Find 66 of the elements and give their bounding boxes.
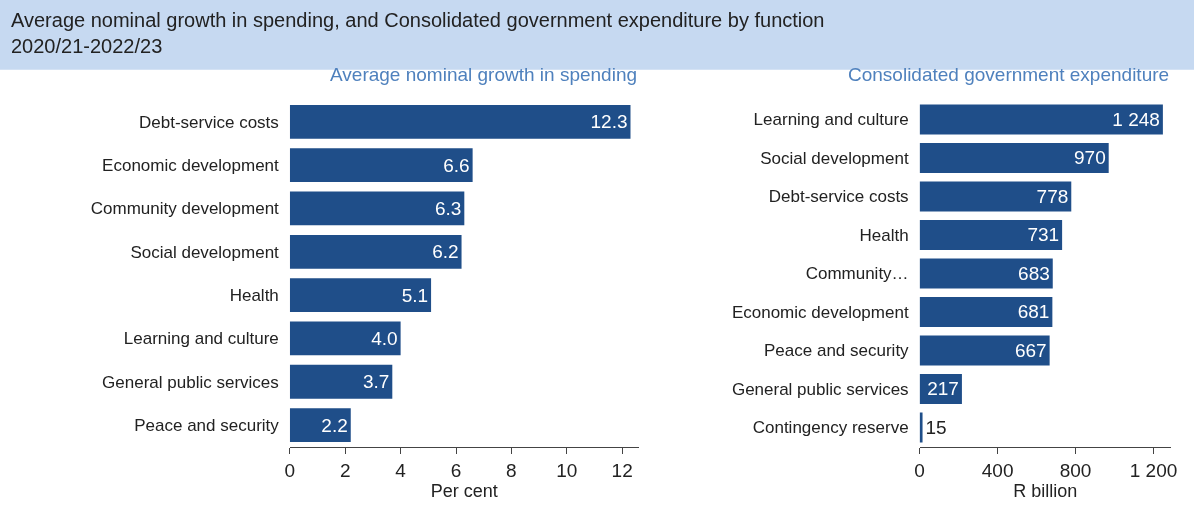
- y-tick-label: Community…: [805, 264, 909, 284]
- bar: [289, 408, 351, 442]
- x-tick-label: 0: [284, 459, 296, 481]
- y-tick-label: Learning and culture: [753, 110, 909, 130]
- data-label: 3.7: [362, 371, 390, 393]
- data-label: 6.2: [432, 241, 459, 263]
- y-tick-label: Peace and security: [134, 416, 280, 436]
- data-label: 6.3: [434, 197, 462, 219]
- y-tick-label: Social development: [760, 148, 909, 168]
- y-tick-label: Health: [859, 225, 909, 245]
- y-tick-label: Health: [229, 286, 279, 306]
- y-tick-label: Social development: [130, 242, 280, 262]
- chart-subtitle: Consolidated government expenditure: [848, 64, 1170, 85]
- x-tick-label: 800: [1059, 459, 1092, 481]
- data-label: 731: [1027, 224, 1060, 246]
- data-label: 970: [1073, 147, 1106, 169]
- x-tick-label: 6: [450, 459, 462, 481]
- y-tick-label: Debt-service costs: [768, 187, 909, 207]
- data-label: 1 248: [1112, 108, 1160, 130]
- bar: [919, 258, 1053, 289]
- x-tick-label: 10: [556, 459, 578, 481]
- data-label: 217: [927, 378, 959, 400]
- data-label: 2.2: [321, 414, 348, 436]
- x-tick-label: 4: [395, 459, 407, 481]
- data-label: 6.6: [443, 154, 470, 176]
- x-tick-label: 1 200: [1129, 459, 1178, 481]
- data-label: 667: [1014, 339, 1047, 361]
- bar: [919, 104, 1163, 135]
- x-tick-label: 400: [981, 459, 1014, 481]
- data-label: 12.3: [590, 111, 628, 133]
- y-tick-label: Economic development: [731, 302, 909, 322]
- bar: [919, 181, 1072, 212]
- y-tick-label: Contingency reserve: [752, 418, 909, 438]
- bar: [919, 412, 923, 443]
- bar: [919, 296, 1053, 327]
- data-label: 681: [1017, 301, 1050, 323]
- bar: [289, 191, 465, 226]
- x-tick-label: 8: [506, 459, 517, 481]
- y-tick-label: Peace and security: [764, 341, 910, 361]
- bar: [289, 234, 462, 269]
- data-label: 778: [1036, 185, 1069, 207]
- y-tick-label: Learning and culture: [123, 329, 279, 349]
- data-label: 5.1: [401, 284, 429, 306]
- chart-title: Average nominal growth in spending, and Consolidated government expenditure by function 2020/21-2022/23: [11, 9, 825, 57]
- data-label: 15: [925, 416, 947, 438]
- x-tick-label: 12: [611, 459, 633, 481]
- x-tick-label: 0: [914, 459, 925, 481]
- bar: [919, 142, 1109, 173]
- data-label: 683: [1018, 262, 1050, 284]
- bar: [289, 321, 401, 356]
- bar: [919, 219, 1063, 250]
- y-tick-label: Debt-service costs: [139, 112, 279, 132]
- bar: [919, 335, 1050, 366]
- chart-subtitle: Average nominal growth in spending: [330, 64, 638, 85]
- x-tick-label: 2: [339, 459, 351, 481]
- x-axis-title: Per cent: [430, 480, 498, 501]
- y-tick-label: General public services: [731, 379, 909, 399]
- bar: [289, 364, 393, 399]
- bar: [289, 278, 432, 313]
- bar: [289, 104, 631, 139]
- data-label: 4.0: [371, 327, 398, 349]
- y-tick-label: Community development: [90, 199, 280, 219]
- x-axis-title: R billion: [1013, 480, 1078, 501]
- y-tick-label: General public services: [102, 372, 279, 392]
- y-tick-label: Economic development: [102, 156, 280, 176]
- bar: [289, 148, 473, 183]
